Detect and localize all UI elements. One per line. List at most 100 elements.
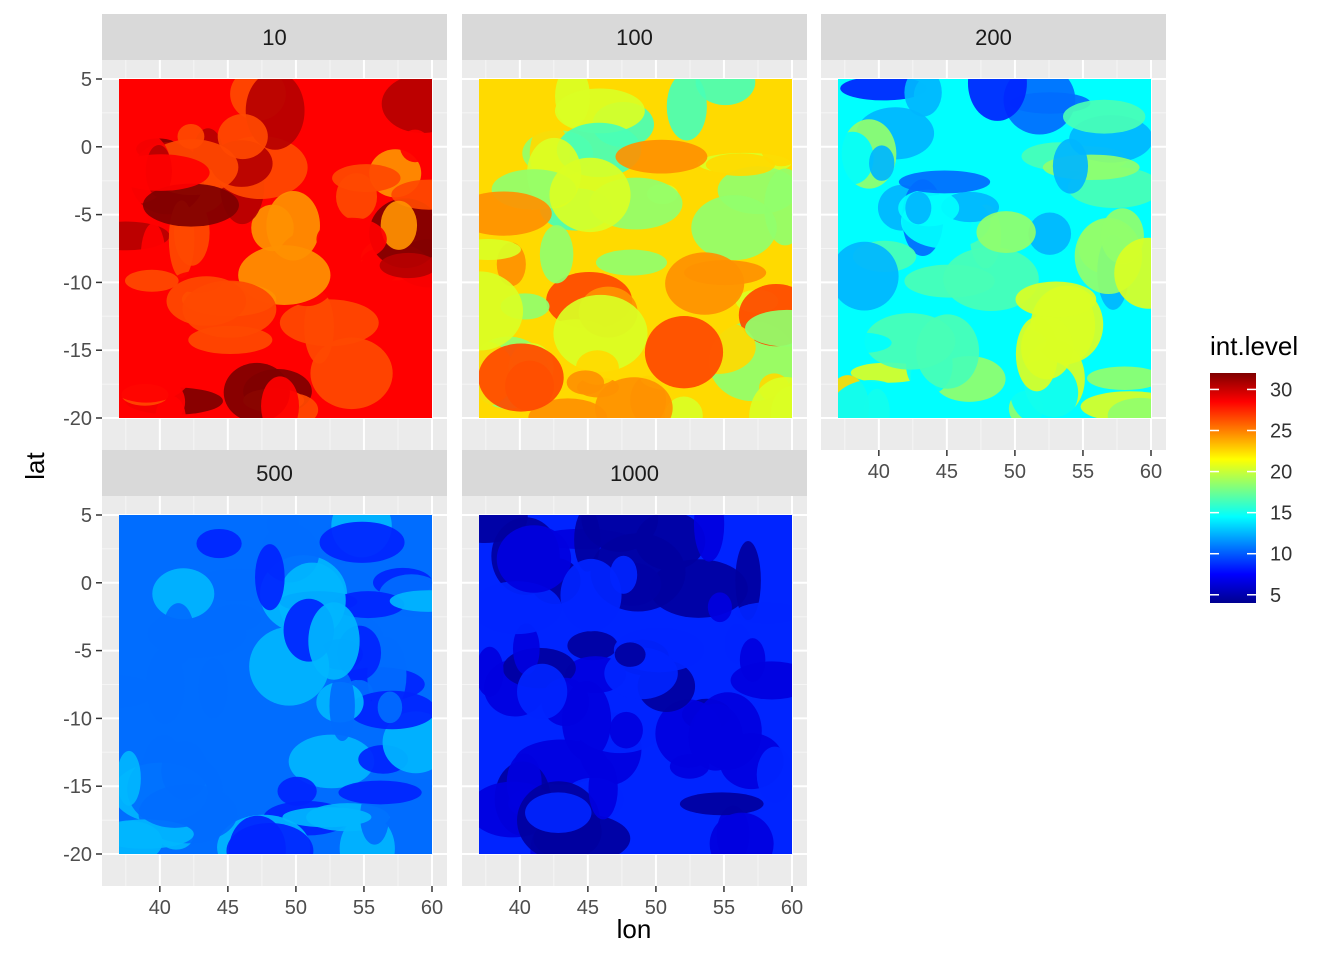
heatmap-contour [943,247,1039,312]
heatmap-contour [705,153,776,177]
heatmap-contour [976,211,1036,254]
facet-strip [102,450,447,496]
heatmap-contour [517,663,568,720]
heatmap-field [479,79,792,418]
x-tick-label: 50 [1004,461,1026,483]
y-tick-label: -5 [74,641,92,663]
heatmap-contour [210,604,262,632]
legend-tick-label: 5 [1270,585,1281,607]
heatmap-contour [739,638,766,682]
heatmap-contour [316,79,366,113]
heatmap-contour [146,647,185,724]
heatmap-contour [496,525,572,593]
x-tick-label: 55 [353,897,375,919]
heatmap-contour [691,195,777,261]
heatmap-contour [695,79,756,106]
heatmap-contour [316,217,387,261]
heatmap-contour [595,377,673,418]
y-tick-label: 0 [81,137,92,159]
x-tick-label: 50 [285,897,307,919]
facet-strip-label: 500 [256,461,293,486]
heatmap-contour [749,376,792,418]
heatmap-contour [399,129,431,163]
heatmap-contour [1087,366,1151,391]
legend-tick-label: 30 [1270,379,1292,401]
heatmap-contour [479,343,564,412]
heatmap-contour [669,754,710,779]
legend-title: int.level [1210,331,1298,361]
heatmap-contour [479,239,521,261]
heatmap-contour [310,337,393,410]
heatmap-contour [142,183,239,227]
heatmap-contour [255,544,285,611]
facet-strip [102,14,447,60]
heatmap-contour [566,370,605,395]
heatmap-contour [282,807,372,828]
facet-panel: 100 [462,14,807,456]
x-tick-label: 45 [936,461,958,483]
heatmap-contour [745,309,792,347]
heatmap-contour [198,658,228,719]
heatmap-contour [898,170,991,194]
heatmap-contour [756,746,792,803]
legend-tick-label: 10 [1270,544,1292,566]
heatmap-contour [904,79,942,117]
legend-colorbar [1210,373,1256,603]
facet-strip [821,14,1166,60]
heatmap-contour [1028,212,1072,255]
x-tick-label: 45 [577,897,599,919]
heatmap-contour [905,191,932,225]
heatmap-contours [119,515,432,854]
heatmap-contour [539,225,574,284]
heatmap-contour [119,675,154,708]
heatmap-contour [560,558,622,632]
heatmap-contour [119,337,194,403]
heatmap-contour [329,670,355,741]
y-tick-label: 5 [81,505,92,527]
heatmap-contour [479,191,552,236]
heatmap-contour [665,252,745,315]
x-tick-label: 55 [713,897,735,919]
heatmap-contours [479,79,792,418]
facet-panel: 1000 40 45 50 55 60 [462,450,807,919]
heatmap-contour [693,515,725,562]
heatmap-contour [124,269,179,292]
heatmap-field [119,79,432,418]
heatmap-contour [609,711,643,749]
heatmap-contour [615,139,708,174]
heatmap-contour [838,332,892,354]
heatmap-contour [266,190,320,261]
y-tick-label: -15 [63,776,92,798]
heatmap-contour [479,271,524,351]
facet-strip [462,14,807,60]
heatmap-contour [380,200,418,250]
heatmap-field [838,79,1151,418]
heatmap-contour [1021,315,1073,380]
heatmap-contour [644,316,724,389]
y-tick-label: -5 [74,205,92,227]
heatmap-contour [261,376,300,418]
heatmap-contour [1114,237,1151,309]
heatmap-contour [1052,138,1089,194]
heatmap-contour [614,642,646,667]
heatmap-contour [512,623,540,675]
heatmap-contour [479,646,504,697]
legend-tick-label: 15 [1270,503,1292,525]
facet-strip [462,450,807,496]
heatmap-contour [525,792,592,834]
x-tick-label: 60 [1140,461,1162,483]
y-tick-label: -10 [63,272,92,294]
heatmap-contour [967,79,1027,121]
heatmap-contour [1063,99,1146,134]
heatmap-field [119,515,432,854]
heatmap-contour [1107,397,1151,418]
legend: int.level 30 25 20 15 10 5 [1210,331,1298,607]
facet-strip-label: 100 [616,25,653,50]
facet-strip-label: 10 [262,25,286,50]
heatmap-contour [838,131,874,185]
heatmap-contour [735,602,792,624]
heatmap-contour [119,750,141,806]
y-tick-label: -20 [63,844,92,866]
y-tick-label: 0 [81,573,92,595]
